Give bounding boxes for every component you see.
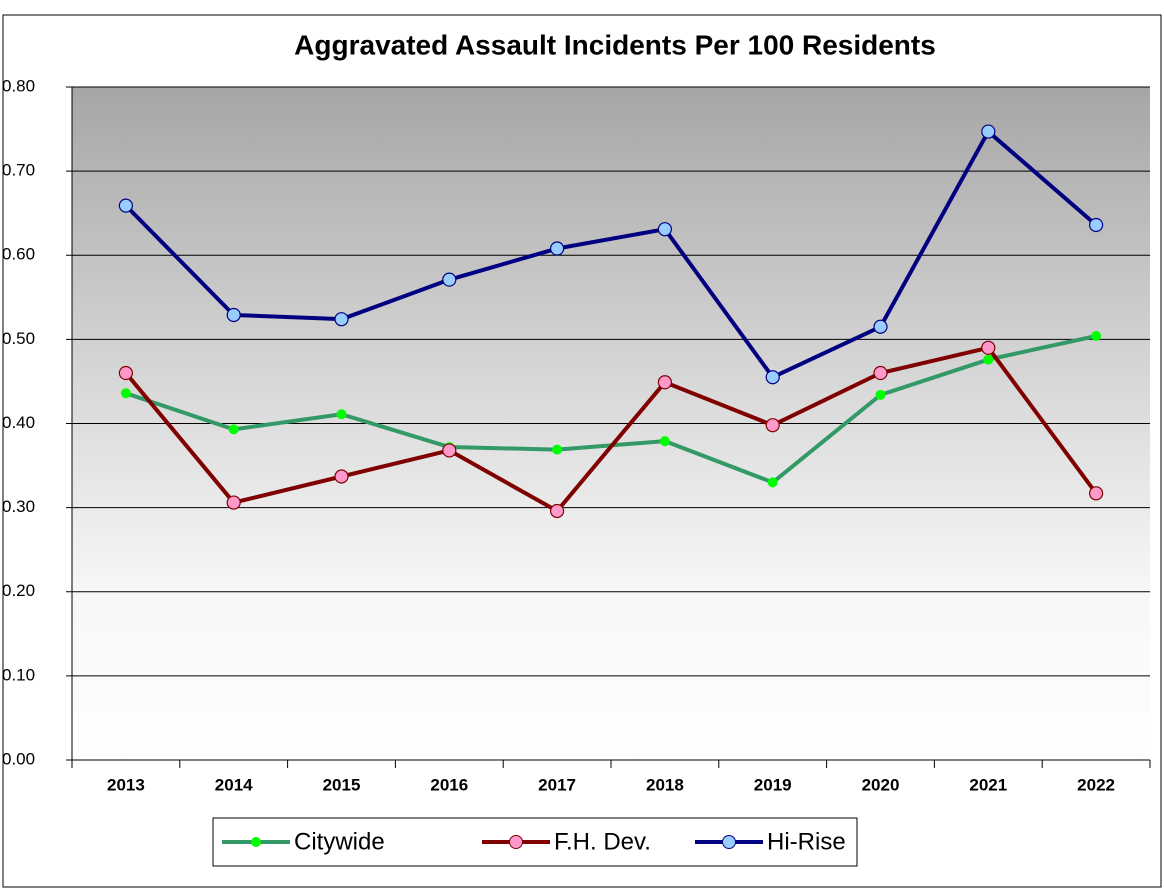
- series-line: [124, 345, 1098, 513]
- point-marker: [120, 388, 131, 399]
- x-tick-label: 2015: [323, 775, 361, 794]
- x-tick-label: 2018: [646, 775, 684, 794]
- point-marker: [657, 375, 673, 390]
- point-marker: [336, 409, 347, 420]
- point-marker: [552, 444, 563, 455]
- y-tick-label: 0.20: [2, 581, 35, 600]
- x-tick-label: 2020: [862, 775, 900, 794]
- point-marker: [442, 272, 457, 287]
- legend-label: F.H. Dev.: [554, 828, 651, 855]
- point-marker: [875, 389, 886, 400]
- point-marker: [981, 340, 996, 355]
- y-tick-label: 0.50: [2, 329, 35, 348]
- point-marker: [1088, 486, 1104, 501]
- point-marker: [228, 424, 239, 435]
- chart-title: Aggravated Assault Incidents Per 100 Res…: [294, 29, 936, 60]
- legend-label: Citywide: [294, 828, 385, 855]
- point-marker: [549, 503, 565, 519]
- point-marker: [226, 495, 241, 510]
- legend-marker: [722, 835, 736, 849]
- point-marker: [1091, 331, 1102, 342]
- point-marker: [657, 222, 673, 237]
- y-tick-label: 0.30: [2, 497, 35, 516]
- y-tick-label: 0.80: [2, 76, 35, 95]
- y-tick-label: 0.00: [2, 749, 35, 768]
- x-tick-label: 2013: [107, 775, 145, 794]
- y-tick-label: 0.70: [2, 161, 35, 180]
- point-marker: [118, 365, 134, 381]
- point-marker: [118, 198, 134, 213]
- y-tick-label: 0.60: [2, 245, 35, 264]
- series-line: [124, 129, 1098, 380]
- legend-marker: [509, 835, 523, 849]
- point-marker: [442, 443, 457, 458]
- x-tick-label: 2017: [538, 775, 576, 794]
- point-marker: [767, 477, 778, 488]
- point-marker: [334, 312, 349, 327]
- point-marker: [334, 469, 349, 484]
- point-marker: [873, 319, 888, 334]
- y-tick-label: 0.10: [2, 665, 35, 684]
- point-marker: [765, 418, 780, 433]
- point-marker: [981, 124, 996, 139]
- point-marker: [659, 436, 670, 447]
- x-tick-label: 2019: [754, 775, 792, 794]
- x-tick-label: 2021: [969, 775, 1007, 794]
- x-tick-label: 2022: [1077, 775, 1115, 794]
- point-marker: [983, 354, 994, 365]
- legend-label: Hi-Rise: [767, 828, 846, 855]
- point-marker: [765, 370, 780, 385]
- point-marker: [1088, 217, 1104, 233]
- y-tick-label: 0.40: [2, 413, 35, 432]
- point-marker: [549, 241, 565, 256]
- x-tick-label: 2014: [215, 775, 253, 794]
- point-marker: [226, 307, 241, 323]
- x-tick-label: 2016: [430, 775, 468, 794]
- point-marker: [873, 365, 888, 381]
- legend-marker: [251, 837, 261, 847]
